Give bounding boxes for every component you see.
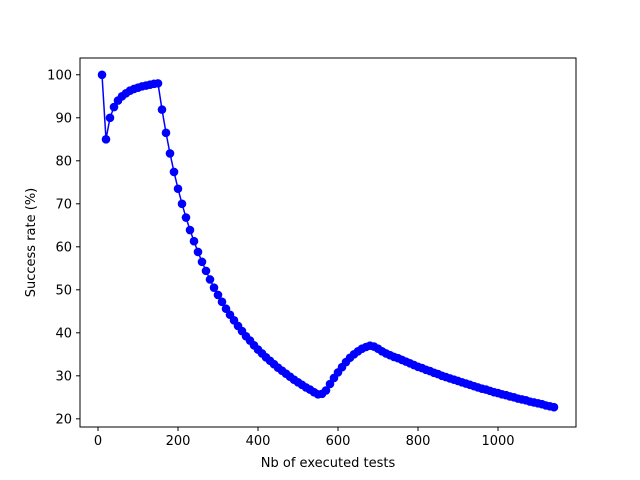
data-point xyxy=(157,105,167,114)
data-point xyxy=(161,128,171,138)
data-point xyxy=(193,247,203,257)
data-point xyxy=(105,113,115,123)
x-axis-label: Nb of executed tests xyxy=(261,456,396,471)
data-point xyxy=(177,199,187,209)
x-tick-label: 1000 xyxy=(481,434,514,449)
x-axis: 0 200 400 600 800 1000 xyxy=(94,427,515,449)
data-point xyxy=(213,290,223,300)
data-point xyxy=(173,184,183,194)
y-tick-label: 80 xyxy=(55,154,72,169)
y-tick-label: 90 xyxy=(55,111,72,126)
y-tick-label: 50 xyxy=(55,283,72,298)
data-point xyxy=(153,79,163,88)
x-tick-label: 0 xyxy=(94,434,102,449)
x-tick-label: 400 xyxy=(246,434,271,449)
data-point xyxy=(209,283,219,292)
y-tick-label: 30 xyxy=(55,369,72,384)
y-tick-label: 40 xyxy=(55,326,72,341)
data-point xyxy=(97,70,107,80)
x-tick-label: 800 xyxy=(406,434,431,449)
y-axis: 20 30 40 50 60 70 80 90 100 xyxy=(47,68,80,427)
y-tick-label: 60 xyxy=(55,240,72,255)
data-point xyxy=(549,402,559,412)
data-point xyxy=(197,257,207,267)
data-point xyxy=(201,266,211,276)
y-tick-label: 70 xyxy=(55,197,72,212)
data-point xyxy=(101,134,111,144)
data-point xyxy=(189,236,199,246)
y-tick-label: 100 xyxy=(47,68,72,83)
data-point xyxy=(109,102,119,112)
data-point xyxy=(165,149,175,158)
x-tick-label: 200 xyxy=(166,434,191,449)
x-tick-label: 600 xyxy=(326,434,351,449)
plot-marks xyxy=(97,70,559,412)
y-tick-label: 20 xyxy=(55,412,72,427)
data-point xyxy=(321,386,331,395)
data-point xyxy=(217,297,227,307)
data-point xyxy=(169,167,179,177)
data-point xyxy=(181,213,191,222)
data-point xyxy=(185,225,195,235)
data-point xyxy=(205,275,215,284)
y-axis-label: Success rate (%) xyxy=(24,188,39,298)
plot-frame xyxy=(79,57,577,428)
